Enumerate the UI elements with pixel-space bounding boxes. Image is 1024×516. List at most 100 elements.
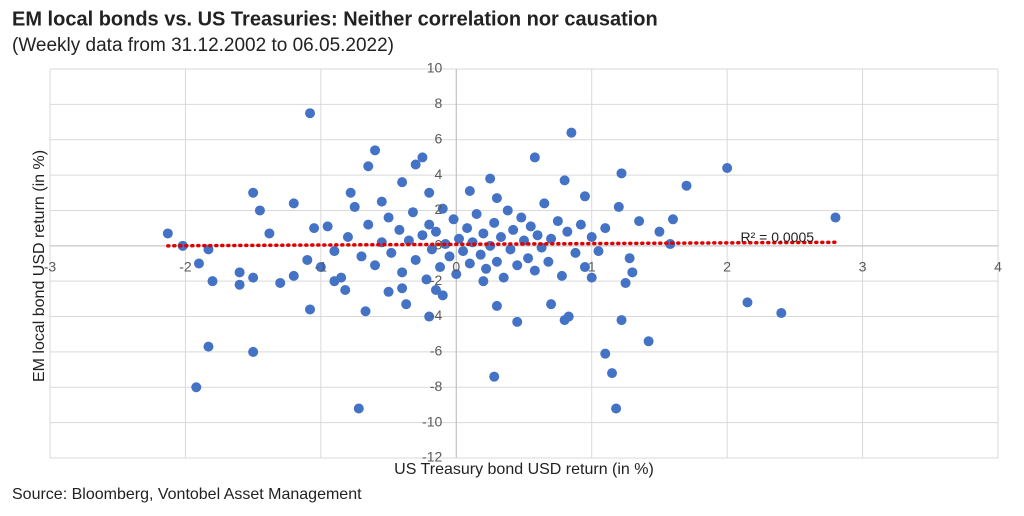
point (360, 306, 371, 317)
point (430, 226, 441, 237)
point (643, 336, 654, 347)
point (464, 258, 475, 269)
point (512, 260, 523, 271)
point (579, 191, 590, 202)
point (481, 263, 492, 274)
point (464, 186, 475, 197)
point (397, 177, 408, 188)
point (611, 403, 622, 414)
y-tick-label: 4 (434, 166, 442, 182)
point (722, 163, 733, 174)
point (356, 251, 367, 262)
point (579, 262, 590, 273)
point (491, 300, 502, 311)
point (340, 285, 351, 296)
point (430, 285, 441, 296)
point (600, 348, 611, 359)
y-tick-label: -6 (430, 343, 443, 359)
point (315, 262, 326, 273)
point (353, 403, 364, 414)
point (532, 230, 543, 241)
point (363, 219, 374, 230)
x-tick-label: -2 (179, 259, 192, 275)
point (394, 224, 405, 235)
point (448, 214, 459, 225)
point (563, 311, 574, 322)
y-tick-label: -8 (430, 378, 443, 394)
point (248, 346, 259, 357)
point (593, 246, 604, 257)
y-tick-label: 10 (427, 60, 443, 76)
point (177, 240, 188, 251)
point (586, 272, 597, 283)
point (191, 382, 202, 393)
point (566, 127, 577, 138)
point (207, 276, 218, 287)
point (475, 249, 486, 260)
point (417, 230, 428, 241)
point (529, 265, 540, 276)
y-tick-label: -10 (422, 413, 442, 429)
point (634, 216, 645, 227)
point (309, 223, 320, 234)
y-tick-label: 6 (434, 130, 442, 146)
point (546, 233, 557, 244)
point (654, 226, 665, 237)
point (559, 175, 570, 186)
chart-subtitle: (Weekly data from 31.12.2002 to 06.05.20… (12, 35, 394, 56)
point (424, 311, 435, 322)
y-tick-label: 2 (434, 201, 442, 217)
point (401, 299, 412, 310)
point (498, 272, 509, 283)
point (495, 231, 506, 242)
point (451, 269, 462, 280)
point (342, 231, 353, 242)
point (508, 224, 519, 235)
point (329, 246, 340, 257)
point (539, 198, 550, 209)
point (453, 233, 464, 244)
point (489, 371, 500, 382)
point (254, 205, 265, 216)
point (203, 341, 214, 352)
point (417, 152, 428, 163)
point (624, 253, 635, 264)
point (275, 277, 286, 288)
point (383, 212, 394, 223)
point (525, 221, 536, 232)
point (681, 180, 692, 191)
point (305, 108, 316, 119)
point (575, 219, 586, 230)
point (410, 254, 421, 265)
point (363, 161, 374, 172)
point (383, 286, 394, 297)
point (407, 207, 418, 218)
point (667, 214, 678, 225)
point (523, 253, 534, 264)
trend-line (166, 240, 838, 248)
point (264, 228, 275, 239)
point (491, 256, 502, 267)
x-tick-label: 3 (859, 259, 867, 275)
point (491, 193, 502, 204)
point (397, 283, 408, 294)
point (830, 212, 841, 223)
point (410, 159, 421, 170)
point (616, 168, 627, 179)
point (458, 246, 469, 257)
point (288, 270, 299, 281)
point (600, 223, 611, 234)
point (516, 212, 527, 223)
point (397, 267, 408, 278)
point (234, 279, 245, 290)
point (288, 198, 299, 209)
point (505, 244, 516, 255)
point (248, 187, 259, 198)
point (162, 228, 173, 239)
point (776, 308, 787, 319)
point (616, 315, 627, 326)
point (529, 152, 540, 163)
x-axis-label: US Treasury bond USD return (in %) (394, 461, 654, 478)
point (424, 219, 435, 230)
